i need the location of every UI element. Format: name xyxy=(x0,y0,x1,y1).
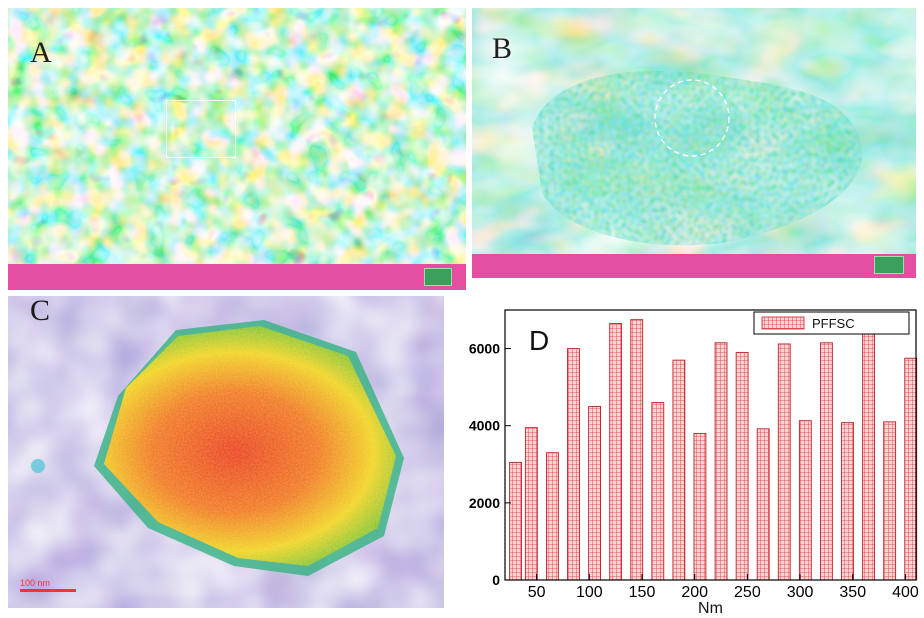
panel-c-particle-image: C 100 nm xyxy=(8,296,444,608)
chart-svg: 0 2000 4000 6000 50 100 150 200 250 300 350 400 D N… xyxy=(469,309,919,617)
x-axis-label: Nm xyxy=(698,600,723,617)
bar xyxy=(820,342,833,581)
bar xyxy=(524,427,538,581)
panel-d-label: D xyxy=(529,325,549,356)
y-tick-label: 0 xyxy=(492,572,500,588)
bar xyxy=(883,421,897,581)
x-tick-label: 250 xyxy=(734,584,761,601)
bar xyxy=(735,351,749,581)
legend-swatch xyxy=(761,316,805,330)
plot-frame xyxy=(504,309,917,581)
panel-b-sem-image: B xyxy=(472,8,916,278)
panel-a-texture xyxy=(8,8,466,290)
panel-c-scale-bar xyxy=(20,589,76,592)
bar xyxy=(777,343,791,581)
bar xyxy=(862,326,875,581)
panel-b-label: B xyxy=(492,32,513,65)
selection-box xyxy=(166,100,236,158)
bar xyxy=(798,420,812,581)
bar xyxy=(609,323,623,581)
bar xyxy=(588,405,601,581)
bar xyxy=(567,348,580,581)
y-tick-label: 2000 xyxy=(469,495,500,511)
bar xyxy=(714,342,728,581)
x-tick-label: 100 xyxy=(576,584,603,601)
legend-label: PFFSC xyxy=(812,316,855,331)
legend: PFFSC xyxy=(753,311,910,335)
x-tick-label: 50 xyxy=(528,584,546,601)
x-tick-label: 400 xyxy=(892,584,919,601)
bar xyxy=(546,452,559,581)
bar xyxy=(651,402,665,581)
panel-d-bar-chart: 0 2000 4000 6000 50 100 150 200 250 300 350 400 D N… xyxy=(444,288,924,618)
panel-a-label: A xyxy=(30,36,52,69)
panel-b-texture xyxy=(472,8,916,278)
panel-c-label: C xyxy=(30,296,51,327)
x-tick-label: 300 xyxy=(787,584,814,601)
y-tick-label: 4000 xyxy=(469,418,500,434)
bar xyxy=(841,422,854,581)
panel-a-info-bar xyxy=(8,264,466,290)
bar xyxy=(630,319,644,581)
panel-a-scale-box xyxy=(424,268,452,286)
x-tick-label: 200 xyxy=(681,584,708,601)
bar xyxy=(509,461,522,581)
bar xyxy=(756,428,770,581)
panel-c-scale-bar-label: 100 nm xyxy=(20,578,51,588)
x-tick-label: 150 xyxy=(629,584,656,601)
y-tick-label: 6000 xyxy=(469,341,500,357)
panel-a-sem-image: A xyxy=(8,8,466,290)
panel-b-scale-box xyxy=(874,256,904,274)
bar xyxy=(672,359,686,581)
x-tick-label: 350 xyxy=(839,584,866,601)
bar xyxy=(904,357,918,581)
panel-b-info-bar xyxy=(472,254,916,278)
panel-c-texture xyxy=(8,296,444,608)
bar xyxy=(693,432,707,581)
